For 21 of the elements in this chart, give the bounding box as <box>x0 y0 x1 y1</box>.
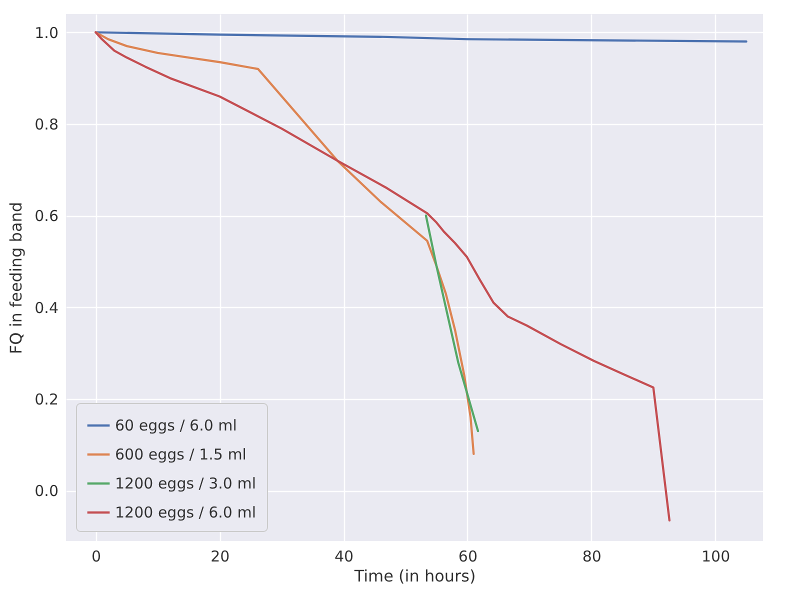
legend-label: 1200 eggs / 3.0 ml <box>115 474 256 492</box>
y-axis-title: FQ in feeding band <box>6 202 26 354</box>
legend-label: 600 eggs / 1.5 ml <box>115 446 246 464</box>
x-tick-label: 0 <box>91 548 102 566</box>
line-series <box>94 31 671 522</box>
x-tick-label: 100 <box>701 548 730 566</box>
line-series <box>94 31 748 43</box>
y-tick-label: 1.0 <box>34 24 58 42</box>
legend-label: 1200 eggs / 6.0 ml <box>115 504 256 522</box>
x-tick-label: 40 <box>334 548 354 566</box>
x-tick-label: 80 <box>582 548 602 566</box>
y-tick-label: 0.4 <box>34 298 58 317</box>
y-tick-label: 0.2 <box>34 390 58 408</box>
y-tick-label: 0.8 <box>34 115 58 134</box>
x-axis-title: Time (in hours) <box>353 566 476 586</box>
y-tick-label: 0.6 <box>34 207 58 226</box>
y-tick-label: 0.0 <box>34 482 58 500</box>
x-tick-label: 60 <box>458 548 478 566</box>
line-series <box>424 214 480 432</box>
x-tick-label: 20 <box>210 548 230 566</box>
legend-label: 60 eggs / 6.0 ml <box>115 416 237 434</box>
